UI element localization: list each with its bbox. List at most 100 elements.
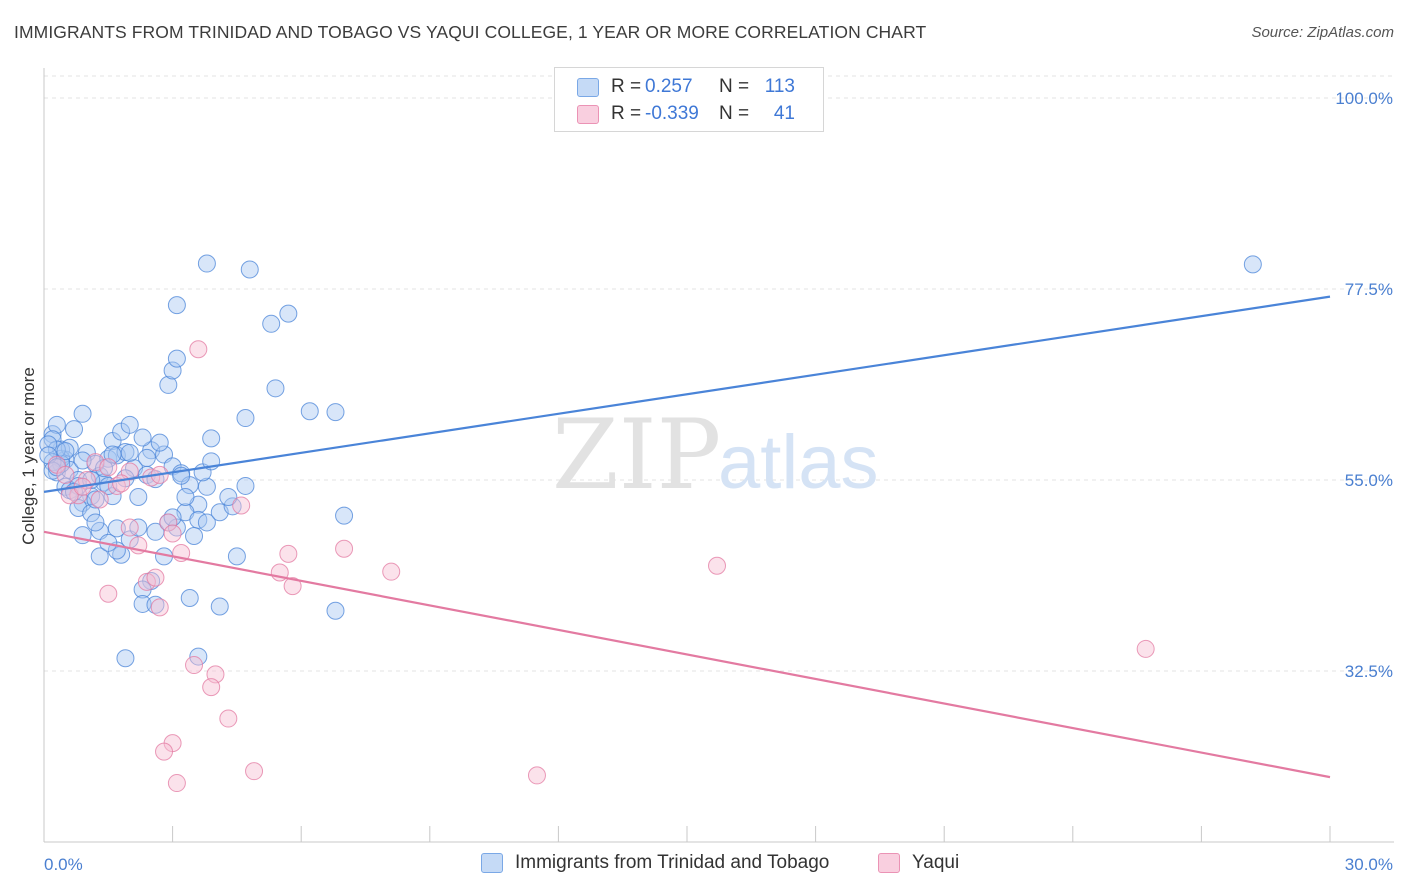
- data-point: [382, 562, 401, 581]
- data-point: [133, 428, 152, 447]
- trend-line-yaqui: [43, 530, 1331, 779]
- n-value: 113: [764, 76, 795, 97]
- data-point: [240, 260, 259, 279]
- legend-swatch-blue: [481, 853, 503, 873]
- stats-legend: R = 0.257 N = 113 R = -0.339 N = 41: [554, 67, 824, 132]
- data-point: [163, 361, 182, 380]
- data-point: [167, 774, 186, 793]
- y-axis-label: College, 1 year or more: [19, 367, 38, 545]
- data-point: [73, 404, 92, 423]
- data-point: [146, 568, 165, 587]
- data-point: [167, 296, 186, 315]
- n-label: N =: [719, 103, 750, 124]
- y-tick-label: 100.0%: [1335, 89, 1393, 108]
- data-point: [335, 506, 354, 525]
- data-point: [210, 597, 229, 616]
- data-point: [176, 487, 195, 506]
- legend-item-trinidad[interactable]: Immigrants from Trinidad and Tobago: [481, 852, 829, 874]
- data-point: [185, 656, 204, 675]
- data-point: [120, 518, 139, 537]
- legend-item-yaqui[interactable]: Yaqui: [878, 852, 959, 874]
- data-point: [56, 442, 75, 461]
- data-point: [90, 490, 109, 509]
- data-point: [56, 465, 75, 484]
- legend-swatch-pink: [878, 853, 900, 873]
- data-point: [185, 527, 204, 546]
- series-yaqui: [47, 340, 1155, 793]
- watermark-atlas: atlas: [718, 420, 879, 505]
- data-point: [155, 742, 174, 761]
- x-tick-label: 0.0%: [44, 855, 83, 874]
- data-point: [279, 304, 298, 323]
- axes: [43, 68, 1394, 843]
- chart-title: IMMIGRANTS FROM TRINIDAD AND TOBAGO VS Y…: [14, 22, 927, 42]
- data-point: [326, 403, 345, 422]
- data-point: [133, 594, 152, 613]
- y-tick-labels: 32.5% 55.0% 77.5% 100.0%: [1335, 89, 1393, 681]
- r-value: -0.339: [645, 103, 699, 124]
- data-point: [39, 435, 58, 454]
- data-point: [60, 486, 79, 505]
- data-point: [163, 524, 182, 543]
- data-point: [159, 513, 178, 532]
- data-point: [86, 513, 105, 532]
- data-point: [150, 598, 169, 617]
- data-point: [99, 584, 118, 603]
- data-point: [236, 476, 255, 495]
- data-point: [202, 678, 221, 697]
- data-point: [197, 513, 216, 532]
- trend-lines: [43, 295, 1331, 779]
- data-point: [227, 547, 246, 566]
- r-label: R =: [611, 76, 642, 97]
- data-point: [245, 762, 264, 781]
- data-point: [82, 504, 101, 523]
- data-point: [1136, 639, 1155, 658]
- data-point: [527, 766, 546, 785]
- data-point: [167, 349, 186, 368]
- data-point: [283, 577, 302, 596]
- data-point: [1243, 255, 1262, 274]
- data-point: [335, 539, 354, 558]
- data-point: [99, 458, 118, 477]
- data-point: [180, 588, 199, 607]
- data-point: [120, 443, 139, 462]
- r-value: 0.257: [645, 76, 693, 97]
- gridlines: [44, 75, 1394, 672]
- n-value: 41: [773, 103, 795, 124]
- data-point: [159, 375, 178, 394]
- data-point: [189, 340, 208, 359]
- data-point: [137, 572, 156, 591]
- watermark-zip: ZIP: [552, 399, 721, 511]
- data-point: [219, 709, 238, 728]
- legend-label: Yaqui: [912, 852, 960, 873]
- n-label: N =: [719, 76, 750, 97]
- data-point: [236, 409, 255, 428]
- source-label: Source: ZipAtlas.com: [1251, 24, 1394, 41]
- data-point: [189, 647, 208, 666]
- y-tick-label: 55.0%: [1345, 471, 1393, 490]
- data-point: [90, 547, 109, 566]
- x-tick-label: 30.0%: [1345, 855, 1393, 874]
- data-points: [39, 254, 1262, 793]
- data-point: [197, 477, 216, 496]
- data-point: [197, 254, 216, 273]
- data-point: [279, 544, 298, 563]
- data-point: [129, 487, 148, 506]
- data-point: [137, 448, 156, 467]
- data-point: [86, 490, 105, 509]
- data-point: [266, 379, 285, 398]
- data-point: [107, 519, 126, 538]
- data-point: [202, 429, 221, 448]
- data-point: [262, 314, 281, 333]
- trend-line-trinidad: [43, 295, 1331, 493]
- data-point: [47, 415, 66, 434]
- data-point: [232, 496, 251, 515]
- y-tick-label: 77.5%: [1345, 280, 1393, 299]
- data-point: [116, 649, 135, 668]
- data-point: [112, 474, 131, 493]
- data-point: [120, 415, 139, 434]
- x-tick-labels: 0.0% 30.0%: [44, 855, 1393, 874]
- data-point: [326, 601, 345, 620]
- legend-row-yaqui: R = -0.339 N = 41: [577, 102, 795, 126]
